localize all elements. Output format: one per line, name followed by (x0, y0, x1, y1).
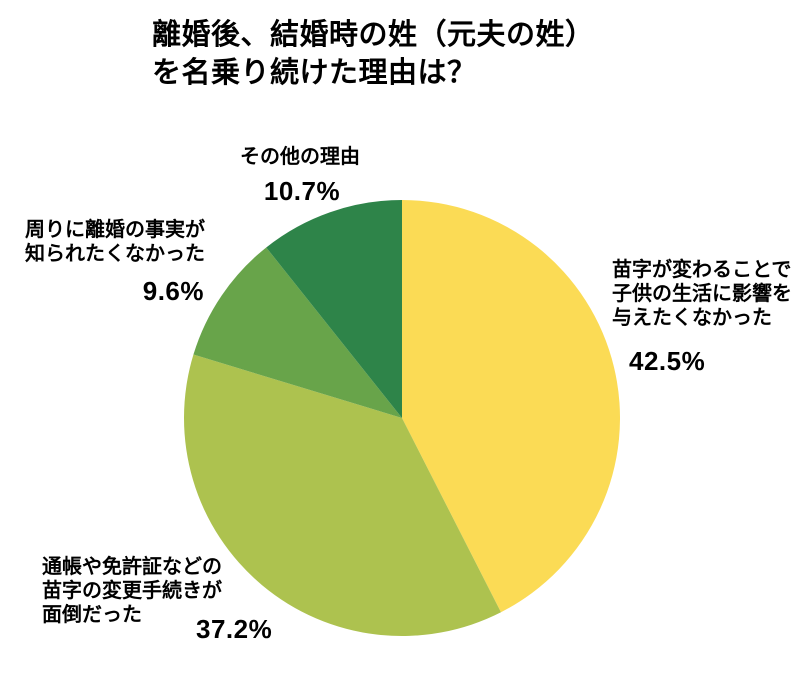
slice-label-children-impact: 苗字が変わることで 子供の生活に影響を 与えたくなかった (612, 258, 792, 330)
slice-percent-divorce-not-known: 9.6% (142, 276, 204, 306)
pie-slice-1 (184, 354, 501, 636)
pie-chart-svg (184, 200, 620, 636)
chart-title-line-1: 離婚後、結婚時の姓（元夫の姓） (152, 19, 595, 51)
slice-percent-other-reasons: 10.7% (263, 176, 341, 206)
slice-label-divorce-not-known: 周りに離婚の事実が 知られたくなかった (25, 218, 205, 266)
pie-chart (184, 200, 620, 636)
pie-slice-0 (402, 200, 620, 613)
chart-title-line-2: を名乗り続けた理由は？ (152, 57, 477, 89)
slice-percent-paperwork-hassle: 37.2% (196, 614, 273, 644)
slice-label-line: 与えたくなかった (612, 307, 772, 329)
slice-label-line: 苗字が変わることで (612, 259, 792, 281)
slice-label-line: 通帳や免許証などの (42, 556, 222, 578)
slice-label-line: 面倒だった (42, 604, 142, 626)
slice-label-line: 苗字の変更手続きが (42, 580, 222, 602)
pie-slice-2 (193, 247, 402, 418)
chart-title: 離婚後、結婚時の姓（元夫の姓） を名乗り続けた理由は？ (152, 16, 595, 92)
slice-label-line: その他の理由 (240, 146, 360, 168)
slice-label-paperwork-hassle: 通帳や免許証などの 苗字の変更手続きが 面倒だった (42, 555, 222, 627)
pie-slice-3 (266, 200, 402, 418)
slice-label-line: 知られたくなかった (25, 243, 205, 265)
slice-label-line: 子供の生活に影響を (612, 283, 792, 305)
slice-label-line: 周りに離婚の事実が (25, 219, 205, 241)
slice-percent-children-impact: 42.5% (629, 346, 706, 376)
slice-label-other-reasons: その他の理由 (238, 145, 362, 169)
